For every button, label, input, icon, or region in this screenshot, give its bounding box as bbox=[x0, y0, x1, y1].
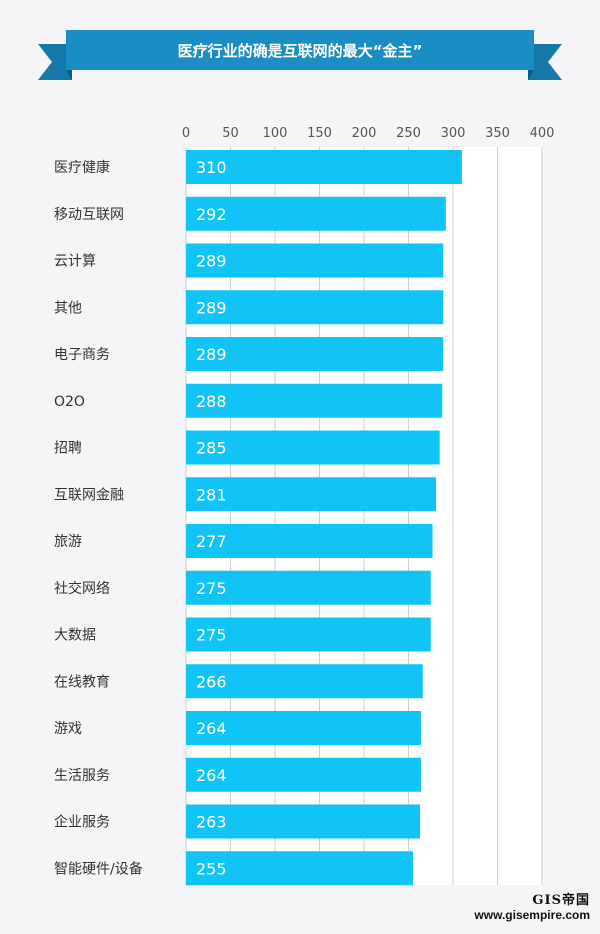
category-label-1: 移动互联网 bbox=[54, 207, 124, 223]
bar-value-label-3: 289 bbox=[196, 298, 227, 317]
bar-value-label-11: 266 bbox=[196, 672, 227, 691]
bar-6 bbox=[186, 430, 440, 465]
bar-value-label-13: 264 bbox=[196, 766, 227, 785]
banner-fold-left bbox=[66, 70, 72, 80]
bar-12 bbox=[186, 711, 421, 745]
bar-5 bbox=[186, 383, 443, 418]
bar-value-label-12: 264 bbox=[196, 719, 227, 738]
category-label-14: 企业服务 bbox=[54, 814, 110, 831]
bar-3 bbox=[186, 290, 444, 325]
bar-value-label-10: 275 bbox=[196, 626, 227, 645]
bar-value-label-15: 255 bbox=[196, 859, 227, 878]
category-label-2: 云计算 bbox=[54, 254, 96, 270]
bar-13 bbox=[186, 757, 421, 792]
bar-value-label-4: 289 bbox=[196, 345, 227, 364]
bar-7 bbox=[186, 477, 437, 512]
bar-value-label-5: 288 bbox=[196, 392, 227, 411]
category-label-9: 社交网络 bbox=[54, 580, 110, 597]
x-tick-label-250: 250 bbox=[396, 126, 421, 141]
category-label-10: 大数据 bbox=[54, 628, 96, 644]
watermark: GIS帝国 www.gisempire.com bbox=[474, 889, 590, 922]
bar-value-label-8: 277 bbox=[196, 532, 227, 551]
category-label-3: 其他 bbox=[54, 300, 82, 316]
bar-value-label-1: 292 bbox=[196, 205, 227, 224]
x-tick-label-350: 350 bbox=[485, 126, 510, 141]
category-label-11: 在线教育 bbox=[54, 674, 110, 690]
watermark-url: www.gisempire.com bbox=[474, 908, 590, 922]
chart-title: 医疗行业的确是互联网的最大“金主” bbox=[178, 42, 423, 60]
bar-11 bbox=[186, 664, 423, 699]
x-tick-label-100: 100 bbox=[263, 126, 288, 141]
bar-15 bbox=[186, 851, 413, 886]
x-tick-label-400: 400 bbox=[530, 126, 555, 141]
bar-2 bbox=[186, 243, 444, 278]
banner-ribbon-left bbox=[38, 44, 72, 80]
bar-value-label-14: 263 bbox=[196, 813, 227, 832]
x-tick-label-0: 0 bbox=[182, 126, 190, 141]
bar-1 bbox=[186, 196, 446, 231]
category-label-6: 招聘 bbox=[54, 441, 82, 457]
category-label-15: 智能硬件/设备 bbox=[54, 860, 143, 877]
bar-value-label-7: 281 bbox=[196, 485, 227, 504]
x-tick-label-200: 200 bbox=[352, 126, 377, 141]
bar-4 bbox=[186, 337, 444, 371]
category-label-0: 医疗健康 bbox=[54, 159, 110, 176]
banner-body bbox=[66, 30, 534, 70]
bar-value-label-0: 310 bbox=[196, 158, 227, 177]
banner-ribbon-right bbox=[528, 44, 562, 80]
bar-10 bbox=[186, 617, 431, 652]
x-tick-label-50: 50 bbox=[222, 126, 239, 141]
category-label-13: 生活服务 bbox=[54, 768, 110, 784]
watermark-logo: GIS帝国 bbox=[532, 893, 590, 908]
category-label-8: 旅游 bbox=[54, 534, 82, 550]
bar-value-label-2: 289 bbox=[196, 252, 227, 271]
banner-fold-right bbox=[528, 70, 534, 80]
category-label-12: 游戏 bbox=[54, 721, 82, 737]
bar-value-label-6: 285 bbox=[196, 439, 227, 458]
bar-9 bbox=[186, 570, 431, 605]
bar-14 bbox=[186, 804, 421, 839]
x-tick-label-150: 150 bbox=[307, 126, 332, 141]
category-label-4: 电子商务 bbox=[54, 347, 110, 363]
x-tick-label-300: 300 bbox=[441, 126, 466, 141]
bar-value-label-9: 275 bbox=[196, 579, 227, 598]
category-label-5: O2O bbox=[54, 394, 85, 410]
bar-8 bbox=[186, 524, 433, 558]
category-label-7: 互联网金融 bbox=[54, 487, 124, 503]
bar-0 bbox=[186, 150, 462, 184]
